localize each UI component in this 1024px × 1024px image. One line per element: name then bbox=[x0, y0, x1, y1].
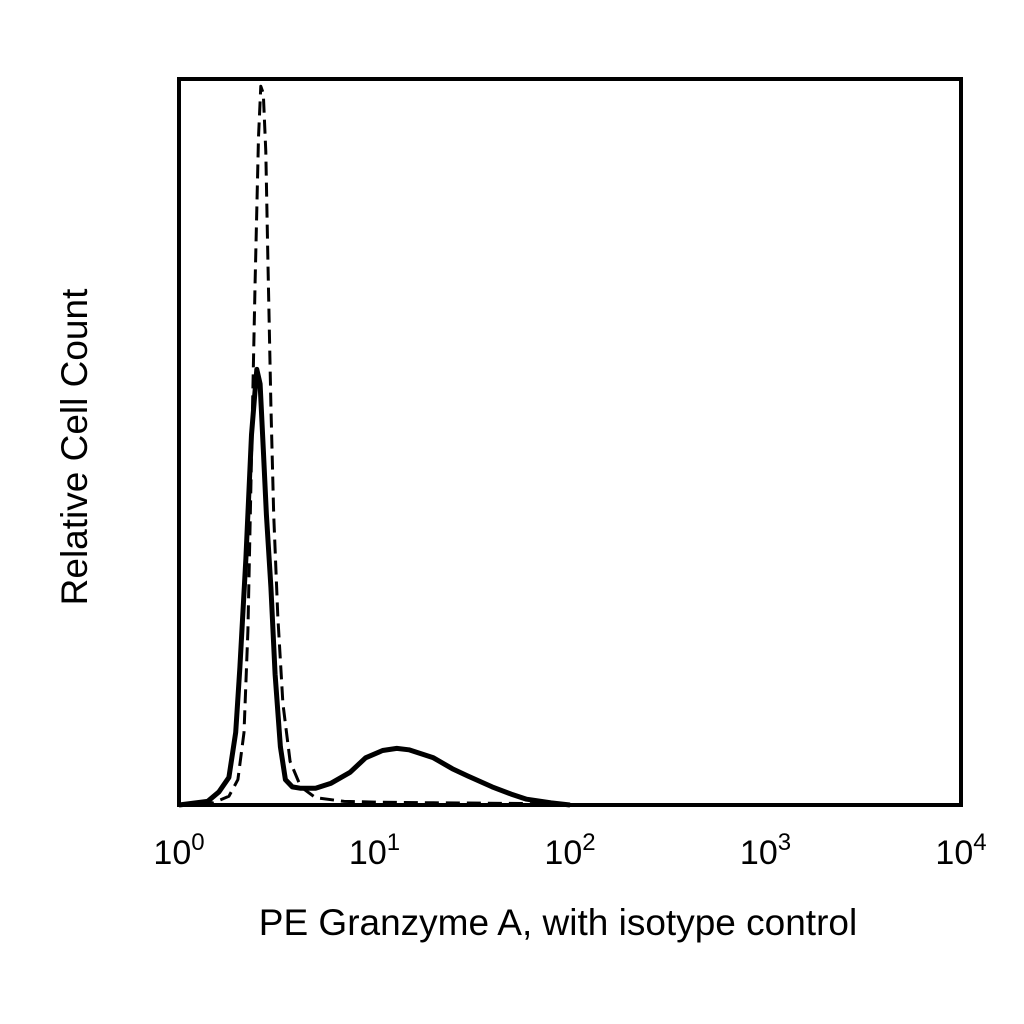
x-tick-label: 100 bbox=[153, 829, 204, 872]
x-tick-label: 101 bbox=[349, 829, 400, 872]
x-tick-labels: 100 101 102 103 104 bbox=[153, 829, 986, 872]
x-tick-label: 104 bbox=[935, 829, 986, 872]
y-axis-label: Relative Cell Count bbox=[54, 288, 95, 605]
x-tick-label: 102 bbox=[544, 829, 595, 872]
series-layer bbox=[178, 84, 571, 808]
series-isotype-dashed bbox=[178, 84, 571, 807]
series-granzyme-solid bbox=[178, 366, 571, 808]
plot-frame bbox=[177, 77, 963, 807]
x-axis-label: PE Granzyme A, with isotype control bbox=[259, 902, 857, 943]
x-tick-label: 103 bbox=[740, 829, 791, 872]
